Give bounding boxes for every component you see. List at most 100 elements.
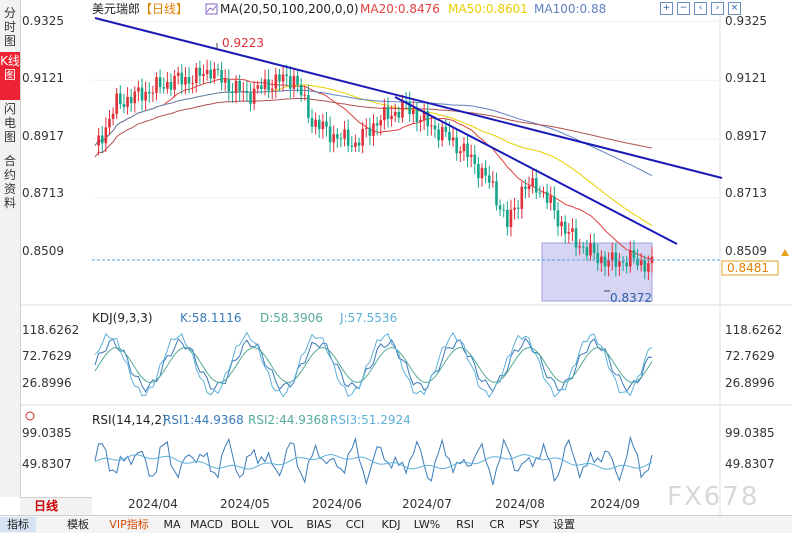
candle-body	[433, 125, 437, 130]
candle-body	[527, 185, 531, 190]
tab-lw[interactable]: LW%	[413, 518, 441, 531]
candle-body	[542, 191, 545, 193]
tab-psy[interactable]: PSY	[518, 518, 540, 531]
y-tick-right: 0.8917	[725, 129, 767, 143]
tab-ma[interactable]: MA	[163, 518, 181, 531]
candle-body	[299, 84, 303, 96]
candle-body	[97, 135, 100, 146]
sidebar-item-contract[interactable]: 合约资料	[3, 154, 16, 210]
candle-body	[610, 252, 614, 261]
rsi-y-tick-right: 99.0385	[725, 426, 775, 440]
tab-rsi[interactable]: RSI	[456, 518, 474, 531]
sidebar-item-kline[interactable]: K线图	[0, 52, 20, 100]
zoom-out-icon[interactable]: −	[677, 2, 690, 15]
y-tick-left: 0.9325	[22, 14, 64, 28]
candle-body	[144, 91, 147, 101]
candle-body	[516, 207, 520, 209]
candle-body	[289, 75, 292, 89]
arrow-left-icon[interactable]: ‹	[694, 2, 707, 15]
candle-body	[245, 90, 249, 94]
tab-vip-indicators[interactable]: VIP指标	[109, 518, 149, 531]
candle-body	[223, 79, 227, 83]
x-tick: 2024/05	[220, 497, 270, 511]
candle-body	[426, 111, 430, 127]
trendline-lower[interactable]	[394, 96, 678, 245]
candle-body	[281, 74, 285, 82]
candle-body	[524, 186, 527, 190]
tab-settings[interactable]: 设置	[553, 518, 575, 531]
candle-body	[307, 94, 310, 119]
kdj-k-value: K:58.1116	[180, 311, 242, 325]
period-button[interactable]: 日线	[20, 497, 92, 515]
y-tick-right: 0.8713	[725, 186, 767, 200]
ma50-line	[94, 84, 653, 226]
tab-vol[interactable]: VOL	[270, 518, 294, 531]
zoom-in-icon[interactable]: +	[660, 2, 673, 15]
candle-body	[328, 126, 332, 143]
price-arrow-icon	[781, 249, 789, 256]
candle-body	[556, 210, 560, 227]
candle-body	[553, 196, 556, 211]
candle-body	[238, 80, 241, 92]
candle-body	[303, 94, 307, 96]
candle-body	[383, 106, 386, 121]
candle-body	[567, 231, 571, 234]
tab-cci[interactable]: CCI	[345, 518, 365, 531]
candle-body	[419, 120, 422, 122]
candle-body	[462, 143, 466, 152]
tab-templates[interactable]: 模板	[67, 518, 89, 531]
tab-boll[interactable]: BOLL	[230, 518, 260, 531]
tab-macd[interactable]: MACD	[190, 518, 223, 531]
candle-body	[487, 175, 491, 183]
kdj-y-tick-left: 26.8996	[22, 376, 72, 390]
y-tick-left: 0.8713	[22, 186, 64, 200]
rsi-y-tick-right: 49.8307	[725, 457, 775, 471]
candle-body	[115, 93, 119, 114]
candle-body	[350, 145, 354, 147]
arrow-right-icon[interactable]: ›	[711, 2, 724, 15]
candle-body	[346, 129, 350, 146]
y-tick-left: 0.9121	[22, 71, 64, 85]
current-price-value: 0.8481	[727, 261, 769, 275]
kdj-j-line	[94, 331, 653, 399]
rsi-y-tick-left: 99.0385	[22, 426, 72, 440]
candle-body	[249, 93, 252, 104]
candle-body	[430, 125, 433, 127]
target-icon[interactable]	[25, 411, 35, 421]
candle-body	[621, 261, 625, 263]
period-tag: 【日线】	[140, 2, 188, 16]
candle-body	[162, 87, 166, 89]
candle-body	[202, 74, 205, 76]
candle-body	[166, 82, 169, 89]
tab-kdj[interactable]: KDJ	[381, 518, 401, 531]
candle-body	[372, 123, 375, 136]
candle-body	[639, 260, 643, 266]
candle-body	[169, 82, 173, 90]
candle-body	[198, 67, 202, 76]
candlesticks[interactable]	[97, 59, 654, 281]
candle-body	[408, 101, 411, 115]
kdj-d-line	[94, 346, 653, 383]
tab-bias[interactable]: BIAS	[306, 518, 332, 531]
candle-body	[628, 250, 632, 267]
close-icon[interactable]: ×	[728, 2, 741, 15]
indicator-tab-bar: 指标 模板 VIP指标 MA MACD BOLL VOL BIAS CCI KD…	[0, 515, 792, 533]
candle-body	[589, 243, 592, 256]
candle-body	[285, 74, 288, 76]
x-tick: 2024/06	[312, 497, 362, 511]
trendline-upper[interactable]	[94, 17, 723, 179]
kdj-k-line	[94, 337, 653, 393]
tab-indicators[interactable]: 指标	[0, 517, 36, 532]
y-tick-right: 0.9325	[725, 14, 767, 28]
candle-body	[231, 91, 234, 94]
chart-canvas[interactable]: 0.9223 0.8372 0.9325 0.9121 0.8917 0.871…	[0, 0, 792, 515]
y-tick-left: 0.8917	[22, 129, 64, 143]
sidebar-item-timeshare[interactable]: 分时图	[3, 6, 16, 48]
sidebar-item-lightning[interactable]: 闪电图	[3, 102, 16, 144]
candle-body	[480, 167, 484, 179]
candle-body	[600, 256, 603, 264]
candle-body	[187, 77, 191, 84]
candle-body	[393, 111, 397, 116]
candle-body	[194, 67, 198, 83]
tab-cr[interactable]: CR	[489, 518, 505, 531]
